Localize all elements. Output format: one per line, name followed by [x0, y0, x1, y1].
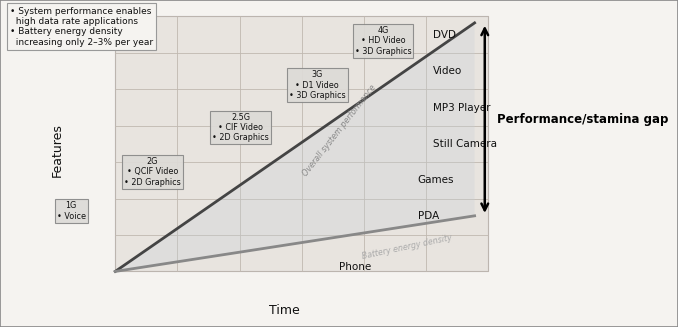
Text: Performance/stamina gap: Performance/stamina gap: [497, 113, 669, 126]
Text: • System performance enables
  high data rate applications
• Battery energy dens: • System performance enables high data r…: [10, 7, 153, 47]
Text: Battery energy density: Battery energy density: [361, 233, 453, 261]
Text: Features: Features: [51, 124, 64, 177]
Text: Phone: Phone: [339, 262, 372, 271]
Text: DVD: DVD: [433, 30, 456, 40]
Text: 2G
• QCIF Video
• 2D Graphics: 2G • QCIF Video • 2D Graphics: [124, 157, 181, 187]
Text: 4G
• HD Video
• 3D Graphics: 4G • HD Video • 3D Graphics: [355, 26, 412, 56]
Bar: [115, 16, 488, 271]
Text: 1G
• Voice: 1G • Voice: [57, 201, 85, 221]
Text: Games: Games: [418, 175, 454, 185]
Text: 2.5G
• CIF Video
• 2D Graphics: 2.5G • CIF Video • 2D Graphics: [212, 112, 269, 143]
Text: Still Camera: Still Camera: [433, 139, 496, 149]
Text: 3G
• D1 Video
• 3D Graphics: 3G • D1 Video • 3D Graphics: [289, 70, 346, 100]
Text: PDA: PDA: [418, 212, 439, 221]
Text: Overall system performance: Overall system performance: [300, 83, 378, 178]
Text: MP3 Player: MP3 Player: [433, 103, 490, 112]
Text: Time: Time: [269, 304, 300, 317]
Text: Video: Video: [433, 66, 462, 76]
Polygon shape: [115, 23, 475, 271]
